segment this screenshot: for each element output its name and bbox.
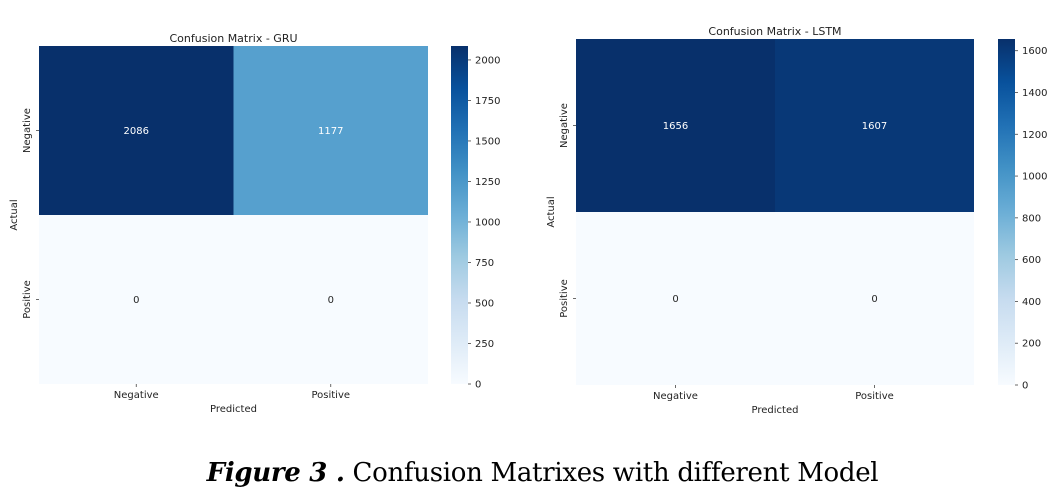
colorbar-tick-label-1-1: 200 — [1022, 339, 1041, 350]
colorbar-tick-label-0-7: 1750 — [475, 96, 500, 107]
heatmap-cell-0-1-0 — [39, 215, 234, 384]
colorbar-tick-label-1-7: 1400 — [1022, 88, 1047, 99]
y-tick-label-0-0: Negative — [22, 108, 33, 153]
x-tick-label-0-1: Positive — [311, 390, 350, 401]
chart-title-0: Confusion Matrix - GRU — [169, 32, 297, 45]
y-tick-label-1-0: Negative — [559, 103, 570, 148]
cell-value-label-0-0-1: 1177 — [318, 126, 343, 137]
colorbar-tick-label-0-8: 2000 — [475, 55, 500, 66]
colorbar-0 — [451, 46, 468, 384]
colorbar-1 — [998, 39, 1015, 385]
heatmap-cell-1-1-0 — [576, 212, 775, 385]
colorbar-tick-label-0-1: 250 — [475, 339, 494, 350]
figure-caption: Figure 3 . Confusion Matrixes with diffe… — [0, 458, 1058, 488]
y-tick-label-1-1: Positive — [559, 279, 570, 318]
x-axis-label-1: Predicted — [752, 405, 799, 416]
heatmap-cell-1-1-1 — [775, 212, 974, 385]
heatmap-cell-0-0-0 — [39, 46, 234, 215]
caption-text: Confusion Matrixes with different Model — [344, 458, 879, 488]
colorbar-tick-label-0-3: 750 — [475, 258, 494, 269]
colorbar-tick-label-0-0: 0 — [475, 380, 481, 391]
cell-value-label-1-0-1: 1607 — [862, 121, 887, 132]
cell-value-label-0-1-1: 0 — [328, 295, 334, 306]
colorbar-tick-label-1-0: 0 — [1022, 381, 1028, 392]
colorbar-tick-label-1-5: 1000 — [1022, 172, 1047, 183]
chart-title-1: Confusion Matrix - LSTM — [708, 25, 841, 38]
y-axis-label-1: Actual — [546, 196, 557, 227]
cell-value-label-0-0-0: 2086 — [124, 126, 149, 137]
cell-value-label-1-1-1: 0 — [871, 294, 877, 305]
heatmap-cell-1-0-1 — [775, 39, 974, 212]
colorbar-tick-label-1-4: 800 — [1022, 213, 1041, 224]
colorbar-tick-label-0-4: 1000 — [475, 217, 500, 228]
colorbar-tick-label-0-5: 1250 — [475, 177, 500, 188]
x-axis-label-0: Predicted — [210, 404, 257, 415]
x-tick-label-1-1: Positive — [855, 391, 894, 402]
heatmap-cell-0-1-1 — [233, 215, 428, 384]
heatmap-cell-1-0-0 — [576, 39, 775, 212]
colorbar-tick-label-1-6: 1200 — [1022, 130, 1047, 141]
colorbar-tick-label-0-6: 1500 — [475, 136, 500, 147]
colorbar-tick-label-0-2: 500 — [475, 298, 494, 309]
colorbar-tick-label-1-8: 1600 — [1022, 46, 1047, 57]
cell-value-label-0-1-0: 0 — [133, 295, 139, 306]
y-axis-label-0: Actual — [9, 199, 20, 230]
cell-value-label-1-1-0: 0 — [672, 294, 678, 305]
heatmap-cell-0-0-1 — [233, 46, 428, 215]
figure-label: Figure 3 . — [206, 458, 345, 488]
y-tick-label-0-1: Positive — [22, 280, 33, 319]
x-tick-label-0-0: Negative — [114, 390, 159, 401]
colorbar-tick-label-1-2: 400 — [1022, 297, 1041, 308]
cell-value-label-1-0-0: 1656 — [663, 121, 688, 132]
colorbar-tick-label-1-3: 600 — [1022, 255, 1041, 266]
x-tick-label-1-0: Negative — [653, 391, 698, 402]
